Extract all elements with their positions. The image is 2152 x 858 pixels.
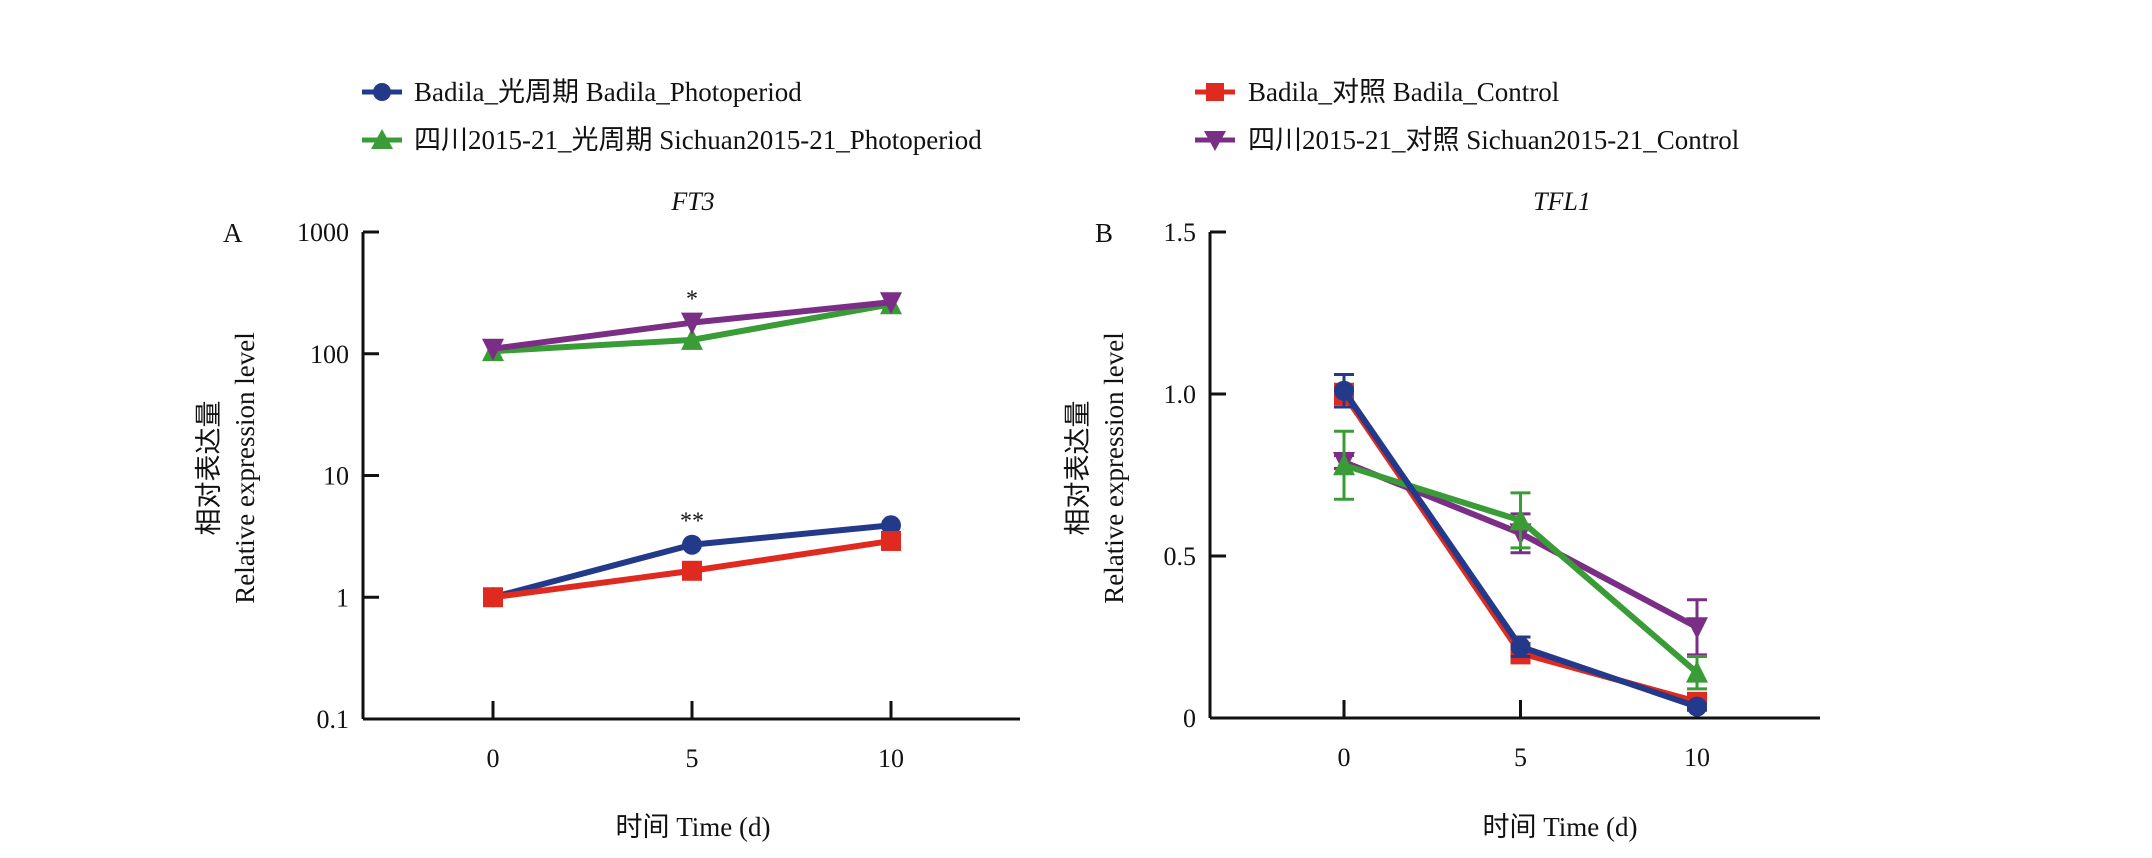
series-sichuan-ctrl [482,292,902,361]
significance-label: * [686,287,698,313]
panel-title-ft3: FT3 [670,187,714,216]
axes: 0.1 1 10 100 1000 0 5 10 [297,218,1020,773]
legend-item-sichuan-photoperiod: 四川2015-21_光周期 Sichuan2015-21_Photoperiod [362,125,982,155]
panel-b-tfl1: B TFL1 相对表达量 Relative expression level 时… [1063,187,1820,842]
x-tick-label: 10 [1684,743,1710,772]
data-point-triangle-up-marker [1509,508,1532,531]
x-tick-label: 5 [1514,743,1527,772]
x-axis-title: 时间 Time (d) [615,812,770,842]
series-badila-ctrl [483,530,901,608]
plot-area: *** [482,287,902,608]
x-tick-label: 0 [1338,743,1351,772]
panel-letter-b: B [1095,218,1113,248]
triangle-down-marker-icon [1204,131,1226,151]
legend-item-badila-photoperiod: Badila_光周期 Badila_Photoperiod [362,77,802,107]
data-point-circle-marker [1687,696,1707,717]
data-point-triangle-down-marker [482,338,504,361]
panel-a-ft3: A FT3 相对表达量 Relative expression level 时间… [194,187,1020,842]
series-sichuan-photo [1333,429,1708,691]
significance-label: ** [680,509,704,535]
y-tick-label: 1 [336,583,349,612]
data-point-circle-marker [682,534,702,555]
data-point-circle-marker [881,515,901,536]
data-point-triangle-up-marker [1686,660,1708,683]
legend: Badila_光周期 Badila_Photoperiod Badila_对照 … [362,77,1739,155]
square-marker-icon [1206,83,1224,101]
axes: 0 0.5 1.0 1.5 0 5 10 [1164,218,1820,772]
y-axis-title-cn: 相对表达量 [194,401,224,536]
y-tick-label: 10 [323,462,349,491]
data-point-triangle-down-marker [1686,617,1708,640]
y-tick-label: 100 [310,340,349,369]
y-tick-label: 0.1 [317,705,350,734]
data-point-square-marker [483,587,503,608]
plot-area [1333,373,1708,717]
y-axis-title: 相对表达量 Relative expression level [194,332,260,603]
triangle-up-marker-icon [371,129,393,149]
data-point-square-marker [682,560,702,581]
series-badila-photo [1334,373,1707,717]
x-tick-label: 10 [878,744,904,773]
data-point-triangle-down-marker [880,292,902,315]
legend-label: 四川2015-21_对照 Sichuan2015-21_Control [1248,125,1739,155]
legend-label: Badila_光周期 Badila_Photoperiod [414,77,802,107]
panel-letter-a: A [223,218,243,248]
data-point-triangle-up-marker [1333,453,1355,476]
panel-title-tfl1: TFL1 [1533,187,1591,216]
y-tick-label: 1000 [297,218,349,247]
legend-item-badila-control: Badila_对照 Badila_Control [1195,77,1559,107]
y-tick-label: 0 [1183,704,1196,733]
y-axis-title-en: Relative expression level [1099,332,1129,603]
x-tick-label: 0 [487,744,500,773]
data-point-circle-marker [1334,380,1354,401]
x-axis-title: 时间 Time (d) [1482,812,1637,842]
x-tick-label: 5 [686,744,699,773]
y-tick-label: 1.5 [1164,218,1197,247]
y-axis-title-cn: 相对表达量 [1063,401,1093,536]
y-axis-title-en: Relative expression level [230,332,260,603]
data-point-square-marker [881,530,901,551]
legend-label: Badila_对照 Badila_Control [1248,77,1559,107]
legend-item-sichuan-control: 四川2015-21_对照 Sichuan2015-21_Control [1195,125,1739,155]
data-point-triangle-up-marker [681,327,703,350]
y-axis-title: 相对表达量 Relative expression level [1063,332,1129,603]
data-point-triangle-down-marker [681,312,703,335]
y-tick-label: 1.0 [1164,380,1197,409]
legend-label: 四川2015-21_光周期 Sichuan2015-21_Photoperiod [414,125,982,155]
y-tick-label: 0.5 [1164,542,1197,571]
data-point-circle-marker [1510,636,1531,657]
circle-marker-icon [373,83,391,101]
